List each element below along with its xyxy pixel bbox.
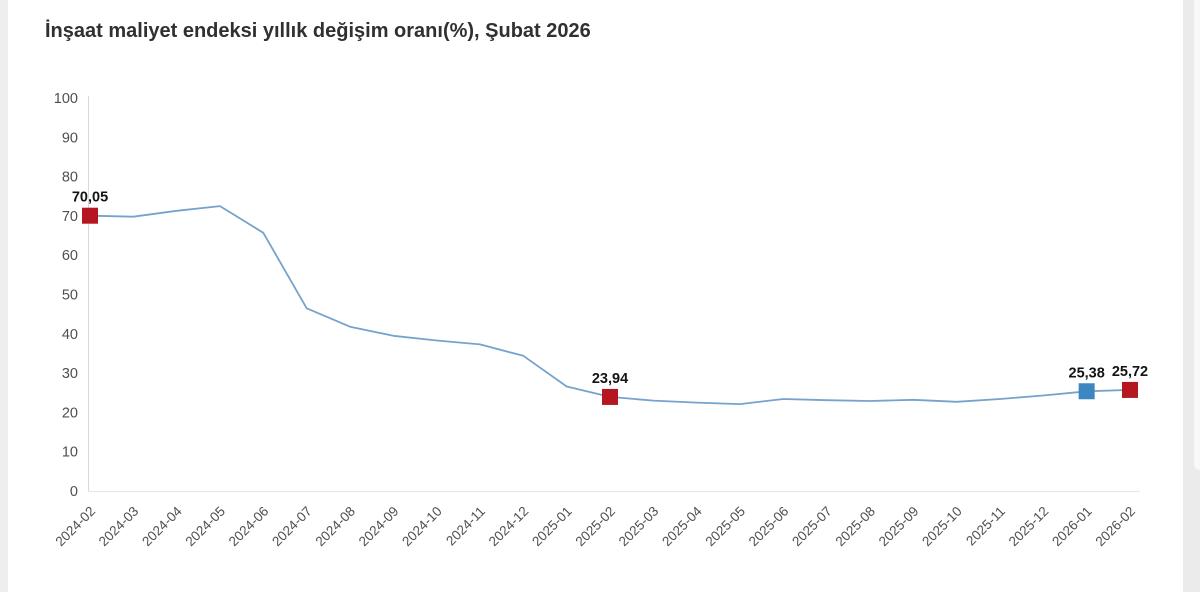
x-tick-label: 2025-06 bbox=[746, 504, 792, 550]
data-point-label: 23,94 bbox=[592, 371, 628, 387]
y-tick-label: 30 bbox=[62, 366, 78, 382]
x-tick-label: 2024-09 bbox=[356, 504, 402, 550]
x-tick-label: 2025-09 bbox=[876, 504, 922, 550]
y-tick-label: 40 bbox=[62, 327, 78, 343]
x-tick-label: 2025-10 bbox=[919, 504, 965, 550]
x-tick-label: 2025-11 bbox=[963, 504, 1008, 549]
y-tick-label: 10 bbox=[62, 445, 78, 461]
data-point-label: 25,38 bbox=[1069, 365, 1105, 381]
chart-title: İnşaat maliyet endeksi yıllık değişim or… bbox=[45, 20, 591, 42]
y-tick-label: 90 bbox=[62, 130, 78, 146]
x-tick-label: 2024-06 bbox=[226, 504, 272, 550]
data-point-marker bbox=[1078, 383, 1095, 400]
x-tick-label: 2025-02 bbox=[572, 504, 618, 550]
data-point-marker bbox=[1121, 381, 1138, 398]
x-tick-label: 2024-02 bbox=[52, 504, 98, 550]
data-point-marker bbox=[82, 207, 98, 224]
y-tick-label: 0 bbox=[70, 484, 78, 500]
x-tick-label: 2025-12 bbox=[1006, 504, 1052, 550]
y-tick-label: 20 bbox=[62, 405, 78, 421]
x-tick-label: 2024-11 bbox=[443, 504, 488, 549]
x-tick-label: 2024-08 bbox=[312, 504, 358, 550]
x-tick-label: 2025-04 bbox=[659, 503, 705, 549]
y-tick-label: 60 bbox=[62, 248, 78, 264]
data-point-marker bbox=[601, 388, 618, 405]
y-tick-label: 70 bbox=[62, 209, 78, 225]
x-tick-label: 2026-01 bbox=[1049, 504, 1095, 550]
x-tick-label: 2024-10 bbox=[399, 504, 445, 550]
x-tick-label: 2025-01 bbox=[529, 504, 575, 550]
x-tick-label: 2024-04 bbox=[139, 503, 185, 549]
x-tick-label: 2026-02 bbox=[1092, 504, 1138, 550]
x-tick-label: 2025-03 bbox=[616, 504, 662, 550]
x-tick-label: 2025-07 bbox=[789, 504, 835, 550]
y-tick-label: 100 bbox=[54, 91, 78, 107]
data-point-label: 70,05 bbox=[72, 190, 108, 206]
page-gutter-left bbox=[0, 0, 8, 592]
x-tick-label: 2024-07 bbox=[269, 504, 315, 550]
x-tick-label: 2025-05 bbox=[702, 504, 748, 550]
y-tick-label: 80 bbox=[62, 170, 78, 186]
x-tick-label: 2024-12 bbox=[486, 504, 532, 550]
adjacent-card-edge bbox=[1194, 0, 1200, 470]
x-tick-label: 2024-03 bbox=[96, 504, 142, 550]
data-point-label: 25,72 bbox=[1112, 364, 1148, 380]
y-tick-label: 50 bbox=[62, 288, 78, 304]
x-tick-label: 2024-05 bbox=[182, 504, 228, 550]
x-tick-label: 2025-08 bbox=[832, 504, 878, 550]
